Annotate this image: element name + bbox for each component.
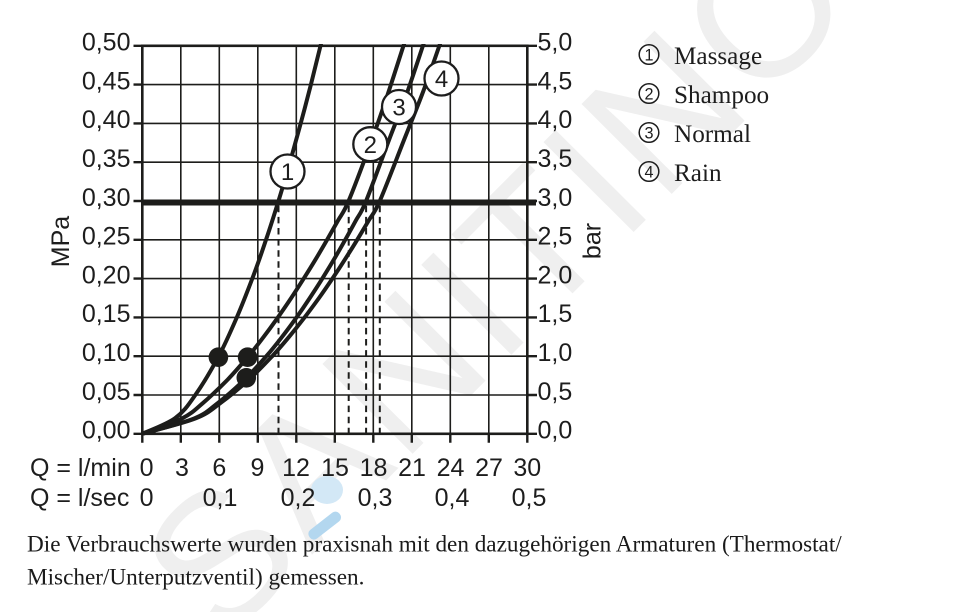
svg-text:6: 6 [212, 454, 226, 482]
svg-text:21: 21 [398, 454, 426, 482]
svg-text:2,5: 2,5 [538, 223, 573, 251]
svg-text:Massage: Massage [674, 43, 762, 70]
svg-text:3,5: 3,5 [538, 145, 573, 173]
svg-text:SANITINO: SANITINO [104, 0, 891, 612]
svg-text:Mischer/Unterputzventil) gemes: Mischer/Unterputzventil) gemessen. [27, 565, 364, 591]
svg-text:0: 0 [140, 484, 154, 512]
svg-text:0,35: 0,35 [82, 145, 131, 173]
svg-text:Shampoo: Shampoo [674, 82, 769, 109]
svg-text:MPa: MPa [47, 216, 75, 268]
svg-text:bar: bar [579, 223, 607, 259]
svg-text:0,50: 0,50 [82, 29, 131, 57]
svg-text:3: 3 [644, 124, 653, 142]
svg-text:5,0: 5,0 [538, 29, 573, 57]
svg-text:Q = l/sec: Q = l/sec [30, 484, 129, 512]
svg-text:0,05: 0,05 [82, 378, 131, 406]
svg-text:0,45: 0,45 [82, 67, 131, 95]
svg-text:0,40: 0,40 [82, 106, 131, 134]
svg-text:0,4: 0,4 [435, 484, 470, 512]
svg-text:0,0: 0,0 [538, 417, 573, 445]
svg-text:0,2: 0,2 [281, 484, 316, 512]
svg-text:0,20: 0,20 [82, 261, 131, 289]
svg-text:1: 1 [644, 46, 653, 64]
svg-text:24: 24 [437, 454, 465, 482]
svg-text:0,15: 0,15 [82, 300, 131, 328]
svg-text:0,10: 0,10 [82, 339, 131, 367]
svg-text:1,0: 1,0 [538, 339, 573, 367]
svg-text:15: 15 [321, 454, 349, 482]
svg-text:18: 18 [360, 454, 388, 482]
svg-text:0,1: 0,1 [203, 484, 238, 512]
svg-text:0: 0 [140, 454, 154, 482]
svg-text:1: 1 [281, 159, 294, 186]
svg-text:3,0: 3,0 [538, 184, 573, 212]
svg-text:12: 12 [282, 454, 310, 482]
svg-text:Rain: Rain [674, 160, 722, 187]
svg-text:4,0: 4,0 [538, 106, 573, 134]
svg-text:30: 30 [513, 454, 541, 482]
svg-text:0,25: 0,25 [82, 223, 131, 251]
svg-text:4: 4 [644, 163, 653, 181]
svg-text:2,0: 2,0 [538, 261, 573, 289]
svg-text:2: 2 [364, 132, 377, 159]
svg-text:4: 4 [435, 66, 448, 93]
svg-text:3: 3 [175, 454, 189, 482]
svg-text:2: 2 [644, 85, 653, 103]
svg-text:Die Verbrauchswerte wurden pra: Die Verbrauchswerte wurden praxisnah mit… [27, 532, 842, 558]
svg-text:1,5: 1,5 [538, 300, 573, 328]
svg-text:0,3: 0,3 [358, 484, 393, 512]
svg-text:0,30: 0,30 [82, 184, 131, 212]
svg-text:9: 9 [251, 454, 265, 482]
svg-text:Normal: Normal [674, 121, 751, 148]
svg-text:4,5: 4,5 [538, 67, 573, 95]
svg-text:3: 3 [392, 95, 405, 122]
svg-text:0,5: 0,5 [538, 378, 573, 406]
svg-text:Q = l/min: Q = l/min [30, 454, 131, 482]
svg-text:0,00: 0,00 [82, 417, 131, 445]
svg-text:27: 27 [475, 454, 503, 482]
svg-text:0,5: 0,5 [512, 484, 547, 512]
